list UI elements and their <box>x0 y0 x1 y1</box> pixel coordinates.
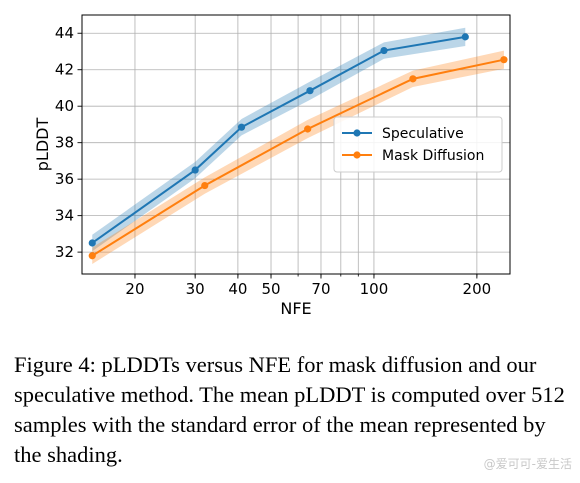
x-tick-label: 40 <box>228 280 247 298</box>
plot-frame <box>81 14 511 275</box>
line-chart: 20 30 40 50 70 100 200 32 34 36 38 40 42 44 NFE pLDDT… <box>33 14 511 318</box>
legend-box <box>333 116 503 173</box>
speculative-line <box>91 35 466 244</box>
y-tick-label: 38 <box>55 134 74 152</box>
y-tick-label: 34 <box>55 207 74 225</box>
x-tick-label: 30 <box>186 280 205 298</box>
x-tick-label: 20 <box>125 280 144 298</box>
speculative-point <box>237 123 246 131</box>
mask-diffusion-error-band <box>92 50 504 264</box>
y-tick-label: 40 <box>55 97 74 115</box>
mask-diffusion-point <box>500 56 508 64</box>
speculative-point <box>461 33 469 41</box>
legend: Speculative Mask Diffusion <box>333 116 503 173</box>
legend-mask-diffusion-label: Mask Diffusion <box>382 148 484 164</box>
x-axis-label: NFE <box>280 299 311 318</box>
x-tick-label: 100 <box>360 280 389 298</box>
error-bands <box>92 27 504 264</box>
y-tick-label: 44 <box>55 24 74 42</box>
legend-mask-diffusion-marker <box>353 151 361 159</box>
mask-diffusion-point <box>88 252 96 260</box>
y-axis-label: pLDDT <box>33 118 52 172</box>
mask-diffusion-point <box>201 181 209 190</box>
watermark: @爱可可-爱生活 <box>483 457 572 471</box>
y-tick-label: 42 <box>55 61 74 79</box>
data-points <box>88 33 508 260</box>
mask-diffusion-point <box>409 75 417 83</box>
x-tick-label: 50 <box>261 280 280 298</box>
legend-speculative-marker <box>353 129 361 137</box>
speculative-point <box>380 46 388 55</box>
speculative-error-band <box>92 27 466 252</box>
x-tick-label: 70 <box>311 280 330 298</box>
y-tick-label: 36 <box>55 170 74 188</box>
speculative-point <box>306 87 314 95</box>
x-tick-label: 200 <box>463 280 492 298</box>
y-tick-label: 32 <box>55 243 74 261</box>
mask-diffusion-point <box>304 125 312 133</box>
legend-speculative-label: Speculative <box>382 126 464 142</box>
speculative-point <box>88 239 96 247</box>
figure-caption: Figure 4: pLDDTs versus NFE for mask dif… <box>14 352 565 467</box>
axis-ticks: 20 30 40 50 70 100 200 32 34 36 38 40 42 44 <box>55 24 491 298</box>
speculative-point <box>191 166 199 174</box>
